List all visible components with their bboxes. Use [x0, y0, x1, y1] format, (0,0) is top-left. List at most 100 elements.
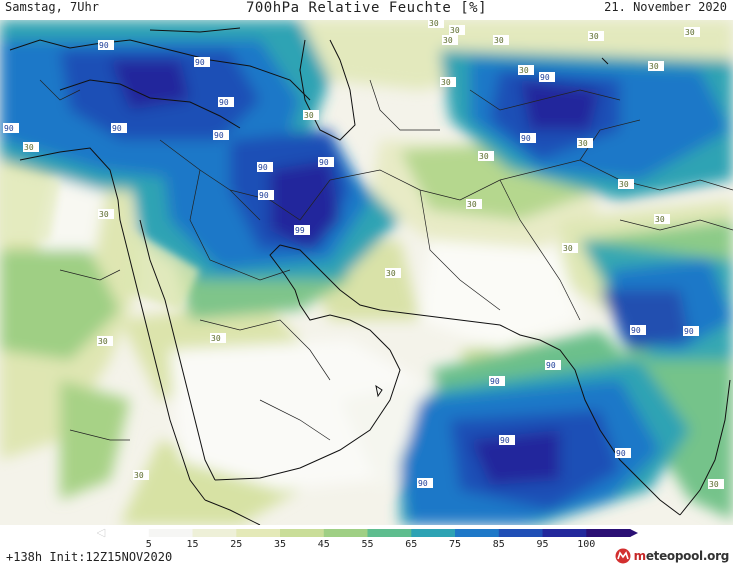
contour-label: 30 — [654, 214, 670, 224]
contour-label: 30 — [385, 268, 401, 278]
svg-text:30: 30 — [467, 200, 477, 209]
svg-text:90: 90 — [259, 191, 269, 200]
contour-label: 90 — [257, 162, 273, 172]
meteopool-logo[interactable]: meteopool.org — [615, 547, 729, 565]
colorbar-tick-label: 100 — [577, 539, 595, 549]
colorbar-tick-label: 95 — [536, 539, 548, 549]
contour-label: 30 — [133, 470, 149, 480]
svg-text:90: 90 — [258, 163, 268, 172]
contour-label: 90 — [318, 157, 334, 167]
contour-label: 90 — [417, 478, 433, 488]
contour-label: 30 — [684, 27, 700, 37]
svg-text:90: 90 — [631, 326, 641, 335]
colorbar: 5 15 25 35 45 55 65 75 85 95 100 — [96, 528, 638, 549]
svg-text:30: 30 — [304, 111, 314, 120]
svg-text:30: 30 — [619, 180, 629, 189]
svg-text:30: 30 — [443, 36, 453, 45]
colorbar-segment — [542, 529, 587, 537]
svg-text:30: 30 — [563, 244, 573, 253]
svg-text:90: 90 — [319, 158, 329, 167]
colorbar-segment — [148, 529, 194, 537]
svg-text:90: 90 — [195, 58, 205, 67]
colorbar-tick-label: 55 — [361, 539, 373, 549]
svg-text:90: 90 — [540, 73, 550, 82]
contour-label: 90 — [545, 360, 561, 370]
contour-label: 90 — [499, 435, 515, 445]
svg-text:90: 90 — [684, 327, 694, 336]
colorbar-segment — [498, 529, 544, 537]
colorbar-tick-label: 5 — [146, 539, 152, 549]
svg-text:30: 30 — [134, 471, 144, 480]
contour-label: 30 — [98, 209, 114, 219]
svg-text:30: 30 — [24, 143, 34, 152]
svg-text:30: 30 — [450, 26, 460, 35]
colorbar-tick-label: 65 — [405, 539, 417, 549]
contour-labels: 90 90 90 90 90 90 90 90 90 99 90 90 90 9… — [3, 20, 724, 489]
contour-label: 90 — [111, 123, 127, 133]
colorbar-high-arrow — [630, 529, 638, 537]
map-footer: 5 15 25 35 45 55 65 75 85 95 100 +138h Init:12Z15N… — [0, 525, 733, 566]
colorbar-segment — [280, 529, 325, 537]
svg-text:30: 30 — [211, 334, 221, 343]
svg-text:90: 90 — [214, 131, 224, 140]
svg-text:90: 90 — [546, 361, 556, 370]
contour-label: 99 — [294, 225, 310, 235]
contour-label: 30 — [97, 336, 113, 346]
svg-text:90: 90 — [418, 479, 428, 488]
contour-label: 30 — [493, 35, 509, 45]
contour-label: 90 — [3, 123, 19, 133]
colorbar-tick-label: 45 — [318, 539, 330, 549]
contour-label: 90 — [683, 326, 699, 336]
map-title: 700hPa Relative Feuchte [%] — [245, 0, 488, 16]
svg-text:30: 30 — [589, 32, 599, 41]
model-run-info: +138h Init:12Z15NOV2020 — [6, 550, 173, 564]
coastlines — [9, 27, 731, 525]
contour-label: 30 — [588, 31, 604, 41]
humidity-field — [0, 20, 733, 525]
colorbar-segment — [236, 529, 281, 537]
svg-text:30: 30 — [649, 62, 659, 71]
colorbar-segment — [367, 529, 412, 537]
contour-label: 30 — [618, 179, 634, 189]
svg-text:90: 90 — [500, 436, 510, 445]
contour-label: 30 — [708, 479, 724, 489]
contour-label: 30 — [442, 35, 458, 45]
svg-text:90: 90 — [219, 98, 229, 107]
contour-label: 90 — [194, 57, 210, 67]
contour-label: 90 — [489, 376, 505, 386]
svg-text:30: 30 — [99, 210, 109, 219]
svg-text:30: 30 — [479, 152, 489, 161]
colorbar-segment — [323, 529, 369, 537]
svg-text:30: 30 — [386, 269, 396, 278]
colorbar-segment — [192, 529, 237, 537]
contour-label: 90 — [218, 97, 234, 107]
forecast-valid-day: Samstag, 7Uhr — [5, 0, 99, 14]
contour-label: 30 — [518, 65, 534, 75]
contour-label: 90 — [213, 130, 229, 140]
contour-label: 90 — [630, 325, 646, 335]
contour-label: 90 — [520, 133, 536, 143]
colorbar-segment — [455, 529, 500, 537]
contour-label: 30 — [23, 142, 39, 152]
svg-text:30: 30 — [494, 36, 504, 45]
svg-text:30: 30 — [685, 28, 695, 37]
contour-label: 30 — [577, 138, 593, 148]
contour-label: 30 — [562, 243, 578, 253]
colorbar-segment — [586, 529, 631, 537]
contour-label: 30 — [303, 110, 319, 120]
meteopool-logo-icon — [615, 548, 631, 564]
svg-text:90: 90 — [99, 41, 109, 50]
contour-label: 90 — [539, 72, 555, 82]
contour-label: 30 — [440, 77, 456, 87]
svg-text:30: 30 — [429, 20, 439, 28]
svg-text:90: 90 — [521, 134, 531, 143]
svg-text:30: 30 — [655, 215, 665, 224]
contour-label: 90 — [258, 190, 274, 200]
colorbar-tick-label: 75 — [449, 539, 461, 549]
svg-text:99: 99 — [295, 226, 305, 235]
meteopool-logo-text: meteopool.org — [633, 549, 730, 563]
contour-label: 30 — [210, 333, 226, 343]
colorbar-segment — [411, 529, 456, 537]
svg-text:90: 90 — [490, 377, 500, 386]
svg-text:90: 90 — [616, 449, 626, 458]
